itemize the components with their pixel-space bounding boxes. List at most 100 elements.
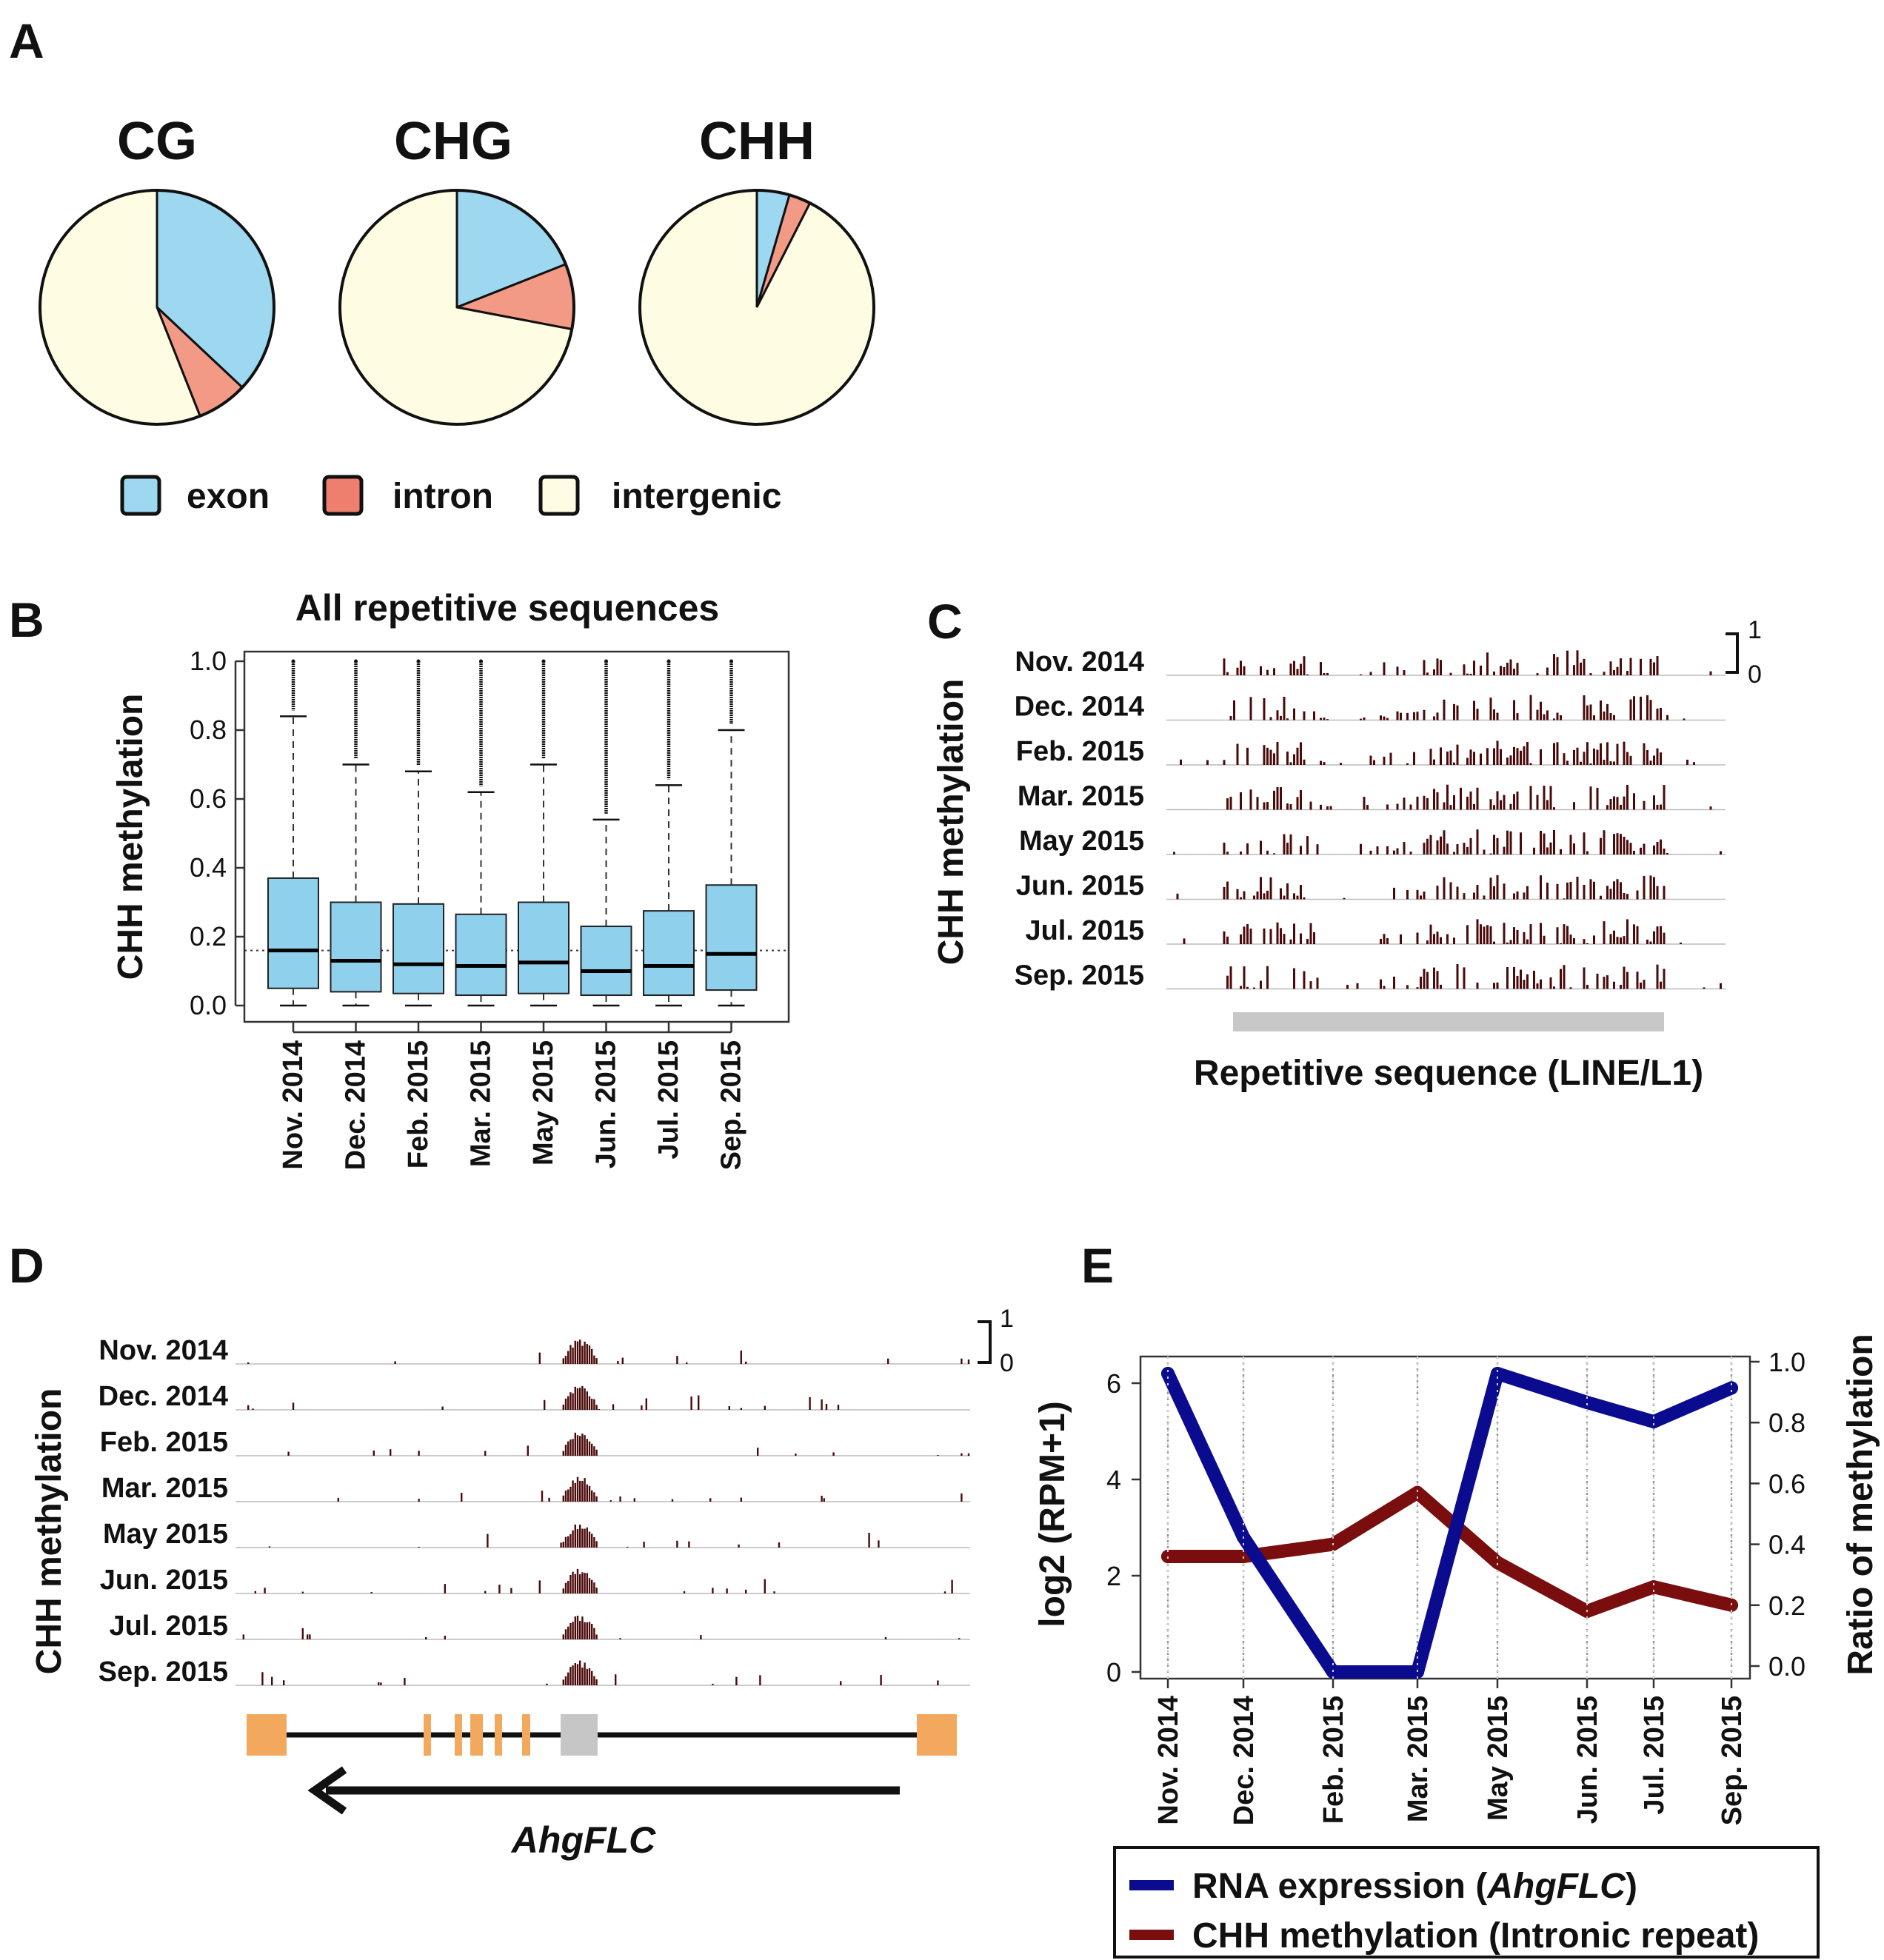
track-bar — [1426, 971, 1429, 989]
track-bar — [1566, 650, 1569, 675]
track-bar — [538, 1580, 541, 1593]
track-bar — [1636, 926, 1639, 944]
track-bar — [562, 1588, 564, 1593]
track-bar — [1506, 662, 1509, 675]
track-bar — [541, 1491, 544, 1502]
track-bar — [1433, 716, 1435, 720]
track-bar — [1283, 834, 1286, 854]
track-bar — [1469, 673, 1472, 675]
track-bar — [1583, 658, 1586, 675]
track-bar — [593, 1536, 595, 1548]
track-bar — [1416, 889, 1419, 900]
track-bar — [1573, 749, 1575, 765]
track-bar — [1549, 977, 1552, 989]
gene-model: AhgFLC — [247, 1714, 957, 1861]
track-bar — [1416, 712, 1419, 720]
track-bar — [1606, 805, 1609, 810]
track-bar — [586, 1391, 588, 1410]
track-bar — [1620, 985, 1622, 989]
track-bar — [1613, 715, 1615, 720]
track-bar — [1523, 746, 1526, 765]
track-bar — [1300, 742, 1302, 765]
track-bar — [1373, 760, 1375, 765]
track-bar — [1509, 755, 1512, 765]
track-bar — [588, 1396, 591, 1410]
track-bar — [1443, 877, 1446, 900]
track-bar — [1509, 831, 1512, 854]
track-bar — [567, 1489, 569, 1502]
track-bar — [1276, 741, 1279, 765]
track-bar — [1346, 984, 1349, 989]
track-bar — [586, 1622, 588, 1639]
track-bar — [1323, 762, 1326, 765]
track-bar — [444, 1584, 446, 1593]
track-bar — [1289, 762, 1292, 765]
track-bar — [588, 1668, 591, 1685]
track-bar — [1246, 843, 1249, 854]
track-label: Mar. 2015 — [1018, 781, 1144, 812]
track-bar — [967, 1453, 970, 1456]
track-bar — [593, 1399, 595, 1410]
track-bar — [1606, 975, 1609, 989]
track-bar — [1536, 795, 1539, 810]
track-bar — [1280, 888, 1282, 900]
track-bar — [1613, 881, 1615, 900]
track-bar — [1583, 939, 1586, 944]
track-bar — [690, 1396, 692, 1410]
line-chart-category-label: Mar. 2015 — [1403, 1696, 1434, 1822]
track-bar — [1383, 756, 1386, 765]
track-bar — [1243, 966, 1246, 989]
track-bar — [1506, 966, 1509, 989]
track-bar — [441, 1406, 444, 1410]
track-bar — [1633, 850, 1635, 854]
track-bar — [1366, 805, 1369, 810]
track-bar — [837, 1405, 840, 1410]
track-bar — [1396, 803, 1399, 810]
tracks-d-y-label: CHH methylation — [30, 1388, 69, 1675]
track-bar — [1486, 748, 1489, 765]
track-bar — [1589, 673, 1592, 675]
legend-label-rna: RNA expression (AhgFLC) — [1192, 1867, 1637, 1906]
track-bar — [1466, 673, 1469, 675]
track-bar — [1380, 979, 1382, 989]
scale-d-min: 0 — [1000, 1349, 1014, 1377]
legend-label-intergenic: intergenic — [612, 477, 781, 516]
track-bar — [1383, 662, 1386, 675]
track-bar — [425, 1637, 427, 1639]
track-bar — [1433, 759, 1435, 765]
track-bar — [595, 1496, 598, 1502]
track-bar — [584, 1573, 586, 1593]
track-bar — [937, 1680, 939, 1685]
track-bar — [1423, 795, 1426, 810]
pie-title-chh: CHH — [699, 112, 815, 171]
track-bar — [1649, 875, 1652, 900]
track-bar — [1283, 697, 1286, 720]
track-bar — [567, 1441, 569, 1456]
track-bar — [1500, 800, 1502, 810]
boxplot-box — [518, 901, 569, 994]
track-bar — [1403, 670, 1406, 675]
track-bar — [764, 1405, 766, 1410]
track-bar — [1516, 663, 1519, 675]
track-bar — [1376, 846, 1379, 854]
track-bar — [1656, 804, 1659, 810]
track-bar — [538, 1352, 541, 1364]
track-bar — [1513, 794, 1515, 810]
track-bar — [1643, 875, 1646, 900]
track-bar — [1269, 877, 1272, 900]
track-bar — [1233, 700, 1235, 720]
panel-a-pies: CG CHG CHH exon intron intergenic — [39, 112, 875, 516]
track-bar — [1320, 662, 1322, 675]
boxplot-box-group — [455, 659, 507, 1007]
track-bar — [564, 1582, 567, 1593]
track-bar — [1489, 877, 1492, 900]
track-bar — [1309, 981, 1312, 989]
track-bar — [1453, 703, 1455, 720]
track-bar — [1556, 742, 1559, 765]
track-bar — [773, 1591, 775, 1593]
track-bar — [1496, 982, 1499, 989]
track-bar — [574, 1663, 576, 1685]
track-bar — [1243, 926, 1246, 944]
track-bar — [1466, 925, 1469, 944]
track-bar — [1273, 668, 1275, 675]
